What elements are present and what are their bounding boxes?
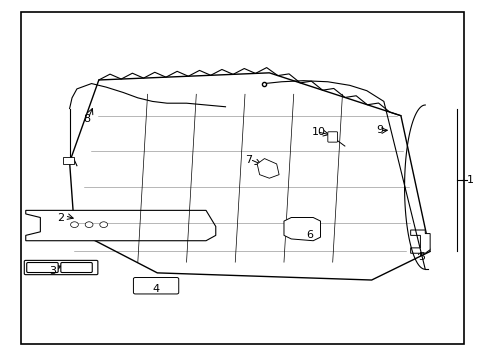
Text: 10: 10 [312,127,326,137]
Text: 3: 3 [49,266,56,276]
Polygon shape [26,210,216,241]
FancyBboxPatch shape [27,262,58,273]
Text: 7: 7 [245,156,252,165]
Polygon shape [257,158,279,178]
Text: 6: 6 [306,230,313,240]
Text: 2: 2 [57,212,65,222]
Polygon shape [70,73,430,280]
FancyBboxPatch shape [61,262,92,273]
Text: 5: 5 [418,252,425,262]
FancyBboxPatch shape [328,132,338,142]
Circle shape [71,222,78,228]
Circle shape [100,222,108,228]
Text: 9: 9 [376,125,384,135]
Bar [63,157,74,164]
Text: 1: 1 [466,175,474,185]
Polygon shape [284,217,320,241]
Text: 4: 4 [152,284,160,294]
FancyBboxPatch shape [133,278,179,294]
Circle shape [85,222,93,228]
Polygon shape [411,230,430,253]
Text: 8: 8 [83,114,90,124]
